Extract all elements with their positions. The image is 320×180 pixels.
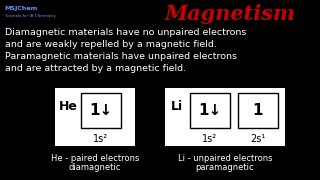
Text: Li - unpaired electrons: Li - unpaired electrons	[178, 154, 272, 163]
Text: Tutorials for IB Chemistry: Tutorials for IB Chemistry	[4, 14, 56, 18]
Text: 1s²: 1s²	[203, 134, 218, 144]
Text: Diamagnetic materials have no unpaired electrons
and are weakly repelled by a ma: Diamagnetic materials have no unpaired e…	[5, 28, 246, 73]
Text: Magnetism: Magnetism	[164, 4, 295, 24]
Bar	[81, 93, 121, 128]
Bar	[190, 93, 230, 128]
Bar	[55, 88, 135, 146]
Text: 2s¹: 2s¹	[250, 134, 266, 144]
Text: He: He	[59, 100, 77, 112]
Text: Li: Li	[171, 100, 183, 112]
Text: 1↓: 1↓	[198, 103, 222, 118]
Text: MSJChem: MSJChem	[4, 6, 37, 11]
Bar	[165, 88, 285, 146]
Text: He - paired electrons: He - paired electrons	[51, 154, 139, 163]
Text: 1: 1	[253, 103, 263, 118]
Text: paramagnetic: paramagnetic	[196, 163, 254, 172]
Bar	[238, 93, 278, 128]
Text: 1↓: 1↓	[89, 103, 113, 118]
Text: diamagnetic: diamagnetic	[69, 163, 121, 172]
Text: 1s²: 1s²	[93, 134, 108, 144]
